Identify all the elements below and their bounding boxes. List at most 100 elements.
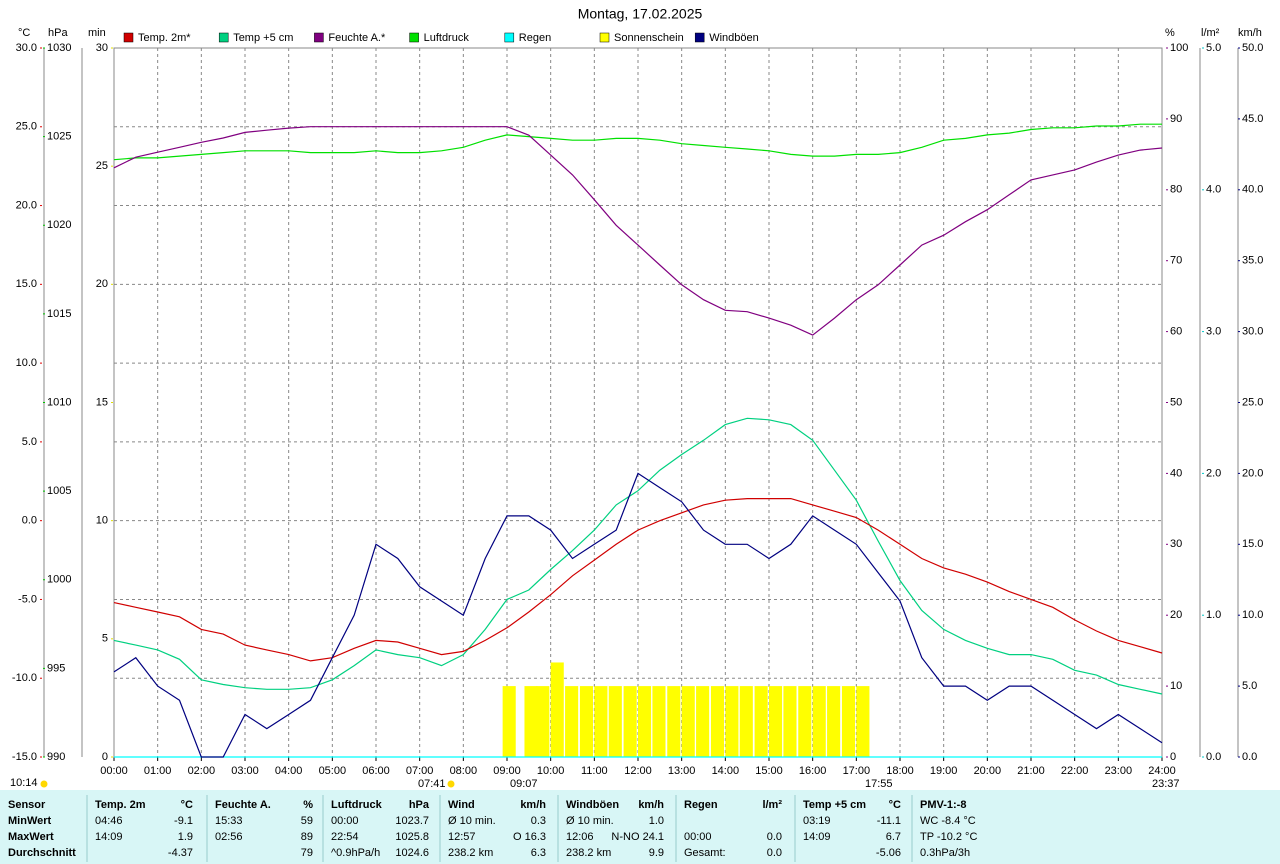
row-label: MaxWert — [8, 831, 54, 843]
y-tick-label: 25.0 — [1242, 396, 1263, 408]
y-tick-label: 30 — [96, 42, 108, 54]
table-cell: 14:09 — [803, 831, 831, 843]
x-tick-label: 09:00 — [493, 765, 521, 777]
x-tick-label: 13:00 — [668, 765, 696, 777]
legend-swatch — [123, 32, 134, 43]
column-unit: l/m² — [762, 799, 782, 811]
axis-unit: l/m² — [1201, 27, 1220, 39]
sunshine-bar — [550, 662, 564, 757]
table-cell: -9.1 — [174, 815, 193, 827]
sunshine-bar — [754, 686, 768, 757]
table-cell: 238.2 km — [448, 847, 493, 859]
series-line — [113, 123, 1162, 161]
y-tick-label: 25 — [96, 160, 108, 172]
sunshine-bar — [739, 686, 753, 757]
series-line — [113, 498, 1163, 662]
y-tick-label: -5.0 — [18, 593, 37, 605]
table-cell: 89 — [301, 831, 313, 843]
table-cell: 22:54 — [331, 831, 359, 843]
legend-label: Regen — [519, 32, 551, 44]
x-tick-label: 08:00 — [450, 765, 478, 777]
table-cell: 0.3 — [531, 815, 546, 827]
legend-label: Feuchte A.* — [328, 32, 386, 44]
sunshine-bar — [681, 686, 695, 757]
x-tick-label: 12:00 — [624, 765, 652, 777]
x-tick-label: 03:00 — [231, 765, 259, 777]
sunshine-bar — [667, 686, 681, 757]
y-tick-label: 20.0 — [1242, 467, 1263, 479]
sunshine-bar — [812, 686, 826, 757]
x-tick-label: 23:00 — [1105, 765, 1133, 777]
x-tick-label: 06:00 — [362, 765, 390, 777]
table-cell: 1.9 — [178, 831, 193, 843]
legend-label: Luftdruck — [424, 32, 470, 44]
column-unit: % — [303, 799, 313, 811]
series-line — [113, 472, 1163, 758]
y-tick-label: 1000 — [47, 574, 71, 586]
y-tick-label: 10.0 — [1242, 609, 1263, 621]
y-tick-label: 3.0 — [1206, 326, 1221, 338]
sunshine-bar — [608, 686, 622, 757]
column-title: Regen — [684, 799, 718, 811]
sunshine-bar — [725, 686, 739, 757]
y-tick-label: 1.0 — [1206, 609, 1221, 621]
table-cell: 14:09 — [95, 831, 123, 843]
y-tick-label: 40 — [1170, 467, 1182, 479]
sunshine-bar — [769, 686, 783, 757]
y-tick-label: 4.0 — [1206, 184, 1221, 196]
x-tick-label: 07:00 — [406, 765, 434, 777]
y-tick-label: 0.0 — [22, 515, 37, 527]
legend-swatch — [314, 32, 324, 43]
column-title: Windböen — [566, 799, 619, 811]
axis-unit: hPa — [48, 27, 68, 39]
legend-swatch — [218, 32, 229, 43]
table-cell: 59 — [301, 815, 313, 827]
table-cell: 03:19 — [803, 815, 831, 827]
y-tick-label: 1005 — [47, 485, 71, 497]
sunshine-bar — [652, 686, 666, 757]
table-cell: Ø 10 min. — [448, 815, 496, 827]
column-title: Feuchte A. — [215, 799, 271, 811]
x-tick-label: 11:00 — [581, 765, 608, 777]
y-tick-label: 0.0 — [1242, 751, 1257, 763]
table-cell: -4.37 — [168, 847, 193, 859]
y-tick-label: 5.0 — [1206, 42, 1221, 54]
table-cell: 1024.6 — [395, 847, 429, 859]
legend-swatch — [694, 32, 705, 43]
column-title: Temp. 2m — [95, 799, 146, 811]
table-cell: 12:57 — [448, 831, 476, 843]
y-tick-label: 0 — [1170, 751, 1176, 763]
y-tick-label: 50 — [1170, 396, 1182, 408]
y-tick-label: 10.0 — [16, 357, 37, 369]
table-cell: 1.0 — [649, 815, 664, 827]
table-cell: 0.0 — [767, 847, 782, 859]
x-tick-label: 22:00 — [1061, 765, 1089, 777]
y-tick-label: 2.0 — [1206, 467, 1221, 479]
y-tick-label: 10 — [1170, 680, 1182, 692]
column-unit: °C — [889, 799, 901, 811]
table-cell: WC -8.4 °C — [920, 815, 976, 827]
series-line — [113, 417, 1163, 695]
x-tick-label: 16:00 — [799, 765, 827, 777]
y-tick-label: 15 — [96, 396, 108, 408]
x-tick-label: 19:00 — [930, 765, 958, 777]
y-tick-label: 1010 — [47, 396, 71, 408]
y-tick-label: 40.0 — [1242, 184, 1263, 196]
x-tick-label: 24:00 — [1148, 765, 1176, 777]
column-unit: °C — [181, 799, 193, 811]
sunshine-bar — [524, 686, 538, 757]
table-cell: -5.06 — [876, 847, 901, 859]
table-cell: 238.2 km — [566, 847, 611, 859]
table-cell: 79 — [301, 847, 313, 859]
x-tick-label: 04:00 — [275, 765, 303, 777]
sunshine-bar — [536, 686, 550, 757]
y-tick-label: 1030 — [47, 42, 71, 54]
y-tick-label: 45.0 — [1242, 113, 1263, 125]
table-cell: TP -10.2 °C — [920, 831, 977, 843]
sunshine-bar — [594, 686, 608, 757]
y-tick-label: 995 — [47, 662, 65, 674]
axis-unit: km/h — [1238, 27, 1262, 39]
series-line — [113, 126, 1163, 336]
table-header: Sensor — [8, 799, 46, 811]
legend-swatch — [409, 32, 419, 43]
